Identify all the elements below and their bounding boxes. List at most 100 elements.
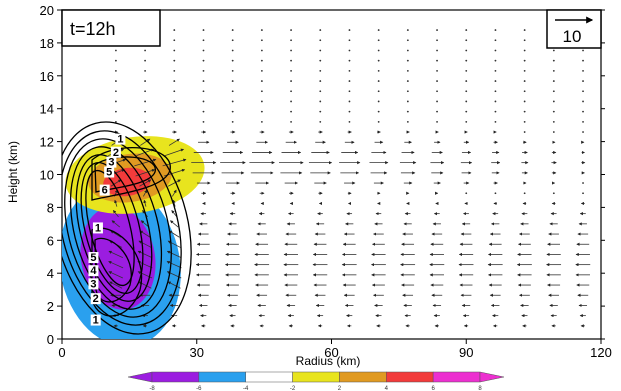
contour-lines bbox=[62, 121, 192, 335]
wind-vector-dot bbox=[406, 110, 409, 113]
contour-label: 4 bbox=[90, 265, 97, 277]
wind-vector-dot bbox=[115, 90, 117, 93]
wind-vector-dot bbox=[494, 110, 497, 113]
contour-label-bg bbox=[99, 184, 110, 196]
wind-vector-dot bbox=[494, 59, 497, 62]
wind-vector-dot bbox=[290, 90, 292, 93]
wind-vector-dot bbox=[523, 29, 526, 31]
wind-vector-dot bbox=[552, 192, 555, 195]
wind-vector-dot bbox=[436, 80, 438, 82]
colorbar-segment bbox=[386, 371, 434, 383]
wind-vector-dot bbox=[115, 80, 117, 82]
wind-vector-dot bbox=[348, 69, 351, 72]
wind-vector-dot bbox=[436, 29, 438, 31]
contour-label-bg bbox=[88, 252, 99, 264]
wind-vector-dot bbox=[115, 69, 117, 72]
wind-vector bbox=[139, 179, 152, 187]
wind-vector-dot bbox=[319, 29, 322, 31]
wind-vector bbox=[171, 189, 177, 197]
wind-vector-dot bbox=[523, 192, 526, 195]
wind-vector-dot bbox=[552, 69, 555, 72]
y-tick-label: 12 bbox=[40, 135, 54, 150]
wind-vectors bbox=[106, 29, 591, 328]
wind-vector-dot bbox=[144, 59, 146, 62]
wind-vector-dot bbox=[290, 69, 292, 72]
wind-vector-dot bbox=[377, 39, 380, 42]
wind-vector-dot bbox=[377, 29, 380, 31]
y-tick-label: 10 bbox=[40, 168, 54, 183]
wind-vector-dot bbox=[260, 110, 263, 113]
wind-vector bbox=[137, 250, 153, 259]
wind-vector bbox=[138, 240, 152, 248]
wind-vector-dot bbox=[202, 59, 205, 62]
wind-vector-dot bbox=[202, 100, 205, 103]
contour-label-bg bbox=[88, 265, 99, 277]
wind-vector-dot bbox=[290, 80, 292, 82]
wind-vector-dot bbox=[523, 100, 526, 103]
x-axis: 0 30 60 90 120 bbox=[58, 339, 612, 360]
wind-vector-dot bbox=[319, 90, 322, 93]
wind-vector-dot bbox=[290, 120, 292, 123]
contour-label-bg bbox=[92, 222, 103, 234]
y-tick-label: 0 bbox=[47, 332, 54, 347]
y-axis-label: Height (km) bbox=[6, 141, 20, 203]
wind-vector-dot bbox=[231, 69, 234, 72]
wind-vector-dot bbox=[406, 100, 409, 103]
wind-vector-dot bbox=[348, 59, 351, 62]
colorbar-tick-label: -8 bbox=[149, 386, 155, 391]
colorbar-segment bbox=[245, 371, 293, 383]
colorbar-tick-label: 4 bbox=[385, 386, 389, 391]
wind-vector-dot bbox=[552, 120, 555, 123]
wind-vector-dot bbox=[377, 90, 380, 93]
wind-vector-dot bbox=[465, 59, 468, 62]
wind-vector bbox=[166, 250, 182, 259]
colorbar-segment bbox=[292, 371, 340, 383]
wind-vector bbox=[112, 210, 119, 218]
wind-vector-dot bbox=[290, 110, 292, 113]
wind-vector-dot bbox=[436, 100, 438, 103]
y-tick-label: 16 bbox=[40, 69, 54, 84]
wind-vector-dot bbox=[290, 29, 292, 31]
y-tick-label: 6 bbox=[47, 233, 54, 248]
wind-vector-dot bbox=[377, 120, 380, 123]
time-label-box: t=12h bbox=[61, 9, 161, 47]
colorbar-tick-label: -2 bbox=[290, 386, 296, 391]
wind-vector-dot bbox=[348, 120, 351, 123]
contour-label: 2 bbox=[113, 147, 119, 159]
wind-vector-dot bbox=[144, 69, 146, 72]
wind-vector bbox=[168, 138, 180, 146]
wind-vector-dot bbox=[260, 69, 263, 72]
colorbar-tick-label: -6 bbox=[196, 386, 202, 391]
wind-vector-dot bbox=[406, 29, 409, 31]
y-tick-label: 4 bbox=[47, 266, 54, 281]
wind-vector-dot bbox=[494, 80, 497, 82]
wind-vector-dot bbox=[523, 49, 526, 52]
wind-vector-dot bbox=[231, 39, 234, 42]
wind-vector-dot bbox=[290, 100, 292, 103]
wind-vector bbox=[137, 261, 153, 269]
contour-label: 5 bbox=[106, 167, 112, 179]
wind-vector bbox=[171, 210, 178, 218]
wind-vector-dot bbox=[552, 80, 555, 82]
wind-vector-dot bbox=[260, 29, 263, 31]
contour-label: 1 bbox=[93, 315, 99, 327]
x-axis-label: Radius (km) bbox=[296, 354, 361, 368]
wind-vector-dot bbox=[231, 90, 234, 93]
wind-vector-dot bbox=[494, 192, 497, 195]
wind-vector-dot bbox=[523, 90, 526, 93]
contour-label-bg bbox=[90, 314, 101, 326]
wind-vector-dot bbox=[202, 39, 205, 42]
wind-vector-dot bbox=[319, 49, 322, 52]
wind-vector-dot bbox=[202, 69, 205, 72]
wind-vector-dot bbox=[582, 110, 584, 113]
wind-vector-dot bbox=[202, 29, 205, 31]
x-tick-label: 30 bbox=[190, 345, 204, 360]
wind-vector-dot bbox=[348, 39, 351, 42]
wind-vector-dot bbox=[494, 69, 497, 72]
wind-vector-dot bbox=[144, 110, 146, 113]
colorbar-tick-label: 6 bbox=[431, 386, 435, 391]
wind-vector-dot bbox=[582, 49, 584, 52]
wind-vector-dot bbox=[465, 39, 468, 42]
wind-vector bbox=[140, 220, 150, 228]
contour-label-bg bbox=[104, 166, 115, 178]
